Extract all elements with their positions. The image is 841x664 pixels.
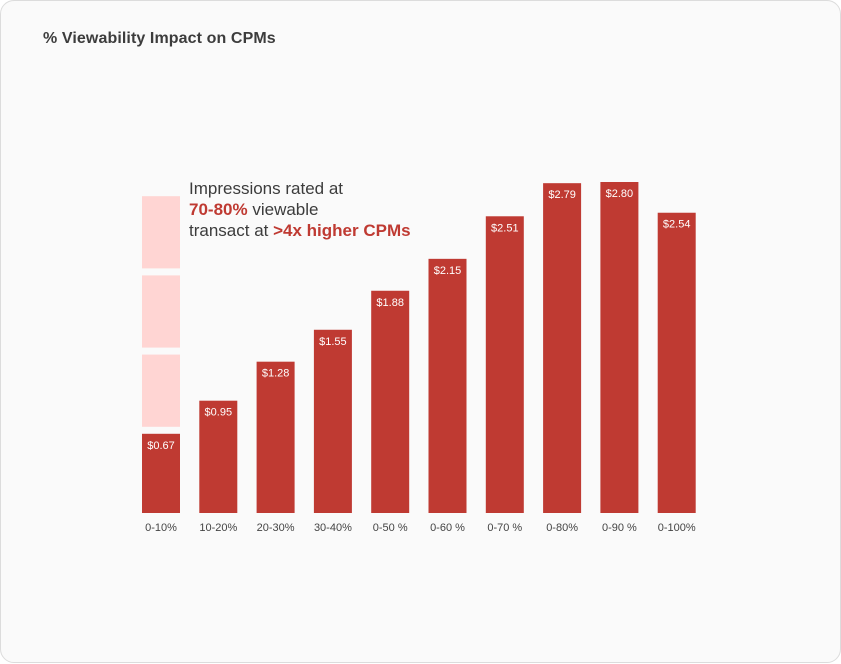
bar-0-100% [657,212,696,513]
bar-0-50 % [371,290,410,513]
bar-20-30% [256,361,295,513]
ghost-segment-3 [142,196,180,269]
bar-30-40% [313,329,352,513]
x-tick-label: 0-90 % [602,522,637,534]
x-tick-label: 10-20% [199,522,237,534]
annotation-line-2: 70-80% viewable [189,199,411,220]
value-label: $1.28 [262,368,290,380]
x-tick-label: 30-40% [314,522,352,534]
value-label: $2.80 [606,188,634,200]
x-tick-label: 0-50 % [373,522,408,534]
x-tick-label: 20-30% [257,522,295,534]
value-label: $2.79 [548,189,576,201]
annotation-transact-text: transact at [189,221,269,240]
ghost-segment-1 [142,354,180,427]
value-label: $2.54 [663,219,691,231]
chart-title: % Viewability Impact on CPMs [43,30,276,47]
annotation-highlight-range: 70-80% [189,200,248,219]
bar-0-70 % [485,216,524,513]
annotation: Impressions rated at 70-80% viewable tra… [189,178,411,241]
x-tick-label: 0-60 % [430,522,465,534]
annotation-highlight-cpm: >4x higher CPMs [273,221,411,240]
bar-0-90 % [600,182,639,513]
bar-0-60 % [428,258,467,513]
value-label: $0.95 [205,407,233,419]
x-tick-label: 0-10% [145,522,177,534]
annotation-line-1: Impressions rated at [189,179,344,198]
bar-0-80% [543,183,582,514]
value-label: $2.15 [434,265,462,277]
annotation-viewable-text: viewable [252,200,319,219]
value-label: $0.67 [147,440,175,452]
bar-0-10% [142,433,180,513]
value-label: $1.88 [376,297,404,309]
ghost-segment-2 [142,275,180,348]
value-label: $1.55 [319,336,347,348]
x-tick-label: 0-70 % [487,522,522,534]
bar-10-20% [199,400,238,513]
annotation-line-3: transact at >4x higher CPMs [189,220,411,241]
x-tick-label: 0-100% [658,522,696,534]
value-label: $2.51 [491,222,519,234]
x-tick-label: 0-80% [546,522,578,534]
